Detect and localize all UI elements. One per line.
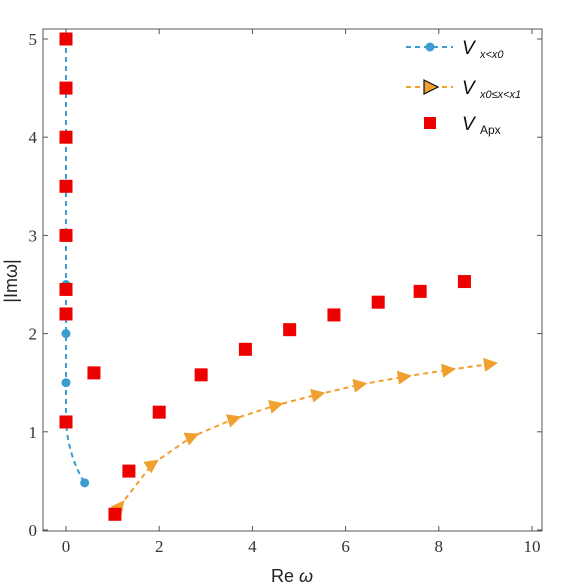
point-square xyxy=(59,282,73,296)
point-square xyxy=(59,179,73,193)
point-square xyxy=(413,284,427,298)
legend-label-orange-name: V xyxy=(462,78,477,99)
legend-marker-square xyxy=(424,117,436,129)
legend-label-red: V Apx xyxy=(462,114,501,137)
legend-label-red-sub: Apx xyxy=(480,123,501,137)
point-triangle xyxy=(225,414,242,428)
point-square xyxy=(152,405,166,419)
x-axis-title-symbol: ω xyxy=(299,566,313,586)
y-tick-label: 0 xyxy=(29,521,38,540)
point-square xyxy=(327,308,341,322)
point-triangle xyxy=(143,459,159,474)
x-tick-label: 4 xyxy=(248,537,257,556)
legend: V x<x0 V x0≤x<x1 V Apx xyxy=(406,38,521,137)
point-square xyxy=(87,366,101,380)
point-square xyxy=(194,368,208,382)
legend-marker-circle xyxy=(425,42,435,52)
y-tick-label: 4 xyxy=(29,128,38,147)
y-axis-title: |Imω| xyxy=(1,259,21,302)
point-square xyxy=(59,32,73,46)
legend-label-orange-sub: x0≤x<x1 xyxy=(479,89,521,101)
point-square xyxy=(59,130,73,144)
point-circle xyxy=(61,378,71,388)
legend-entry-red: V Apx xyxy=(424,114,501,137)
point-square xyxy=(59,228,73,242)
x-tick-label: 8 xyxy=(435,537,444,556)
x-tick-label: 6 xyxy=(341,537,350,556)
legend-entry-blue: V x<x0 xyxy=(406,38,504,61)
point-triangle xyxy=(310,389,326,403)
plot-frame xyxy=(42,28,543,532)
legend-label-blue: V x<x0 xyxy=(462,38,504,61)
ticks: 0 2 4 6 8 10 0 1 2 3 4 5 xyxy=(29,29,542,556)
point-square xyxy=(238,342,252,356)
legend-label-orange: V x0≤x<x1 xyxy=(462,78,521,101)
legend-marker-triangle xyxy=(423,79,440,95)
point-triangle xyxy=(352,378,368,393)
y-tick-label: 5 xyxy=(29,30,38,49)
x-tick-label: 0 xyxy=(62,537,71,556)
x-tick-label: 10 xyxy=(524,537,541,556)
point-square xyxy=(59,415,73,429)
point-square xyxy=(108,507,122,521)
series-line-triangle xyxy=(118,363,491,508)
series-lines xyxy=(65,39,491,508)
point-square xyxy=(371,295,385,309)
point-circle xyxy=(80,478,90,488)
point-triangle xyxy=(396,370,412,385)
series-marks xyxy=(59,32,499,521)
legend-label-red-name: V xyxy=(462,114,477,135)
point-triangle xyxy=(483,357,499,372)
point-circle xyxy=(61,329,71,339)
point-triangle xyxy=(268,400,284,414)
point-square xyxy=(59,81,73,95)
y-tick-label: 1 xyxy=(29,423,38,442)
point-triangle xyxy=(441,363,457,378)
point-square xyxy=(59,307,73,321)
legend-label-blue-name: V xyxy=(462,38,477,59)
x-axis-title-prefix: Re xyxy=(271,566,294,586)
legend-label-blue-sub: x<x0 xyxy=(479,49,504,61)
point-triangle xyxy=(183,432,200,446)
point-square xyxy=(457,275,471,289)
y-tick-label: 3 xyxy=(29,226,38,245)
point-square xyxy=(122,464,136,478)
x-tick-label: 2 xyxy=(155,537,164,556)
legend-entry-orange: V x0≤x<x1 xyxy=(406,78,521,101)
point-square xyxy=(283,323,297,337)
x-axis-title: Re ω xyxy=(271,566,313,586)
y-tick-label: 2 xyxy=(29,325,38,344)
